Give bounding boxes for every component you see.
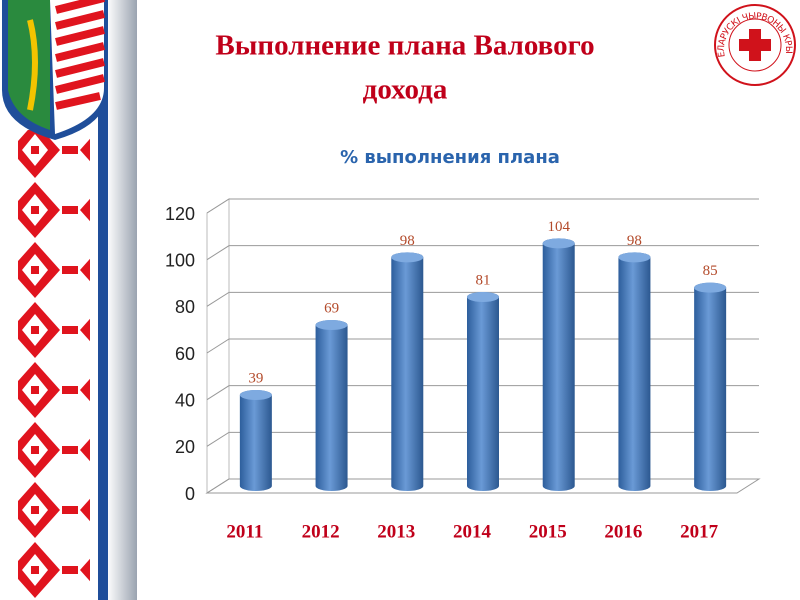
x-tick-label: 2014	[453, 521, 492, 542]
y-tick-label: 20	[175, 437, 195, 457]
value-label: 98	[627, 233, 642, 249]
slide-title: Выполнение плана Валового	[215, 30, 594, 62]
plot: 0 20 40 60 80 100 120 2011 39 2012 69 2013 98 2014 81 2…	[165, 198, 761, 542]
y-tick-label: 100	[165, 250, 195, 270]
x-tick-label: 2012	[302, 521, 340, 542]
emblem	[2, 0, 108, 140]
grid-line	[206, 291, 759, 307]
x-tick-label: 2016	[604, 521, 642, 542]
y-tick-label: 0	[185, 484, 195, 504]
bar	[542, 238, 575, 492]
grid-line	[206, 385, 759, 401]
slide-title: дохода	[363, 74, 448, 106]
grid-line	[206, 338, 759, 354]
bar-cap	[694, 282, 727, 293]
side-band	[98, 0, 108, 600]
value-label: 98	[400, 233, 415, 249]
grid-line	[206, 198, 759, 214]
value-label: 81	[476, 272, 491, 288]
value-label: 69	[324, 300, 339, 316]
x-tick-label: 2011	[226, 521, 263, 542]
chart-title: % выполнения плана	[340, 147, 560, 168]
bar	[467, 292, 499, 491]
bar-cap	[315, 320, 348, 330]
bar-cap	[467, 292, 499, 302]
bar	[694, 282, 727, 492]
bar-cap	[618, 252, 651, 263]
y-tick-label: 80	[175, 297, 195, 317]
x-tick-label: 2013	[377, 521, 415, 542]
value-label: 104	[547, 219, 570, 235]
side-strip	[107, 0, 137, 600]
grid-line	[206, 431, 759, 447]
grid-line	[206, 478, 759, 494]
bar	[391, 252, 424, 492]
bar	[239, 390, 272, 492]
bar	[618, 252, 651, 492]
bar-cap	[542, 238, 575, 249]
value-label: 85	[703, 263, 718, 279]
y-tick-label: 120	[165, 204, 195, 224]
bar	[315, 320, 348, 492]
x-tick-label: 2017	[680, 521, 719, 542]
bar-cap	[239, 390, 272, 400]
bar-cap	[391, 252, 424, 263]
value-label: 39	[248, 370, 263, 386]
ornament	[18, 130, 90, 600]
y-tick-label: 60	[175, 344, 195, 364]
grid-line	[206, 245, 759, 261]
y-tick-label: 40	[175, 390, 195, 410]
x-tick-label: 2015	[529, 521, 567, 542]
